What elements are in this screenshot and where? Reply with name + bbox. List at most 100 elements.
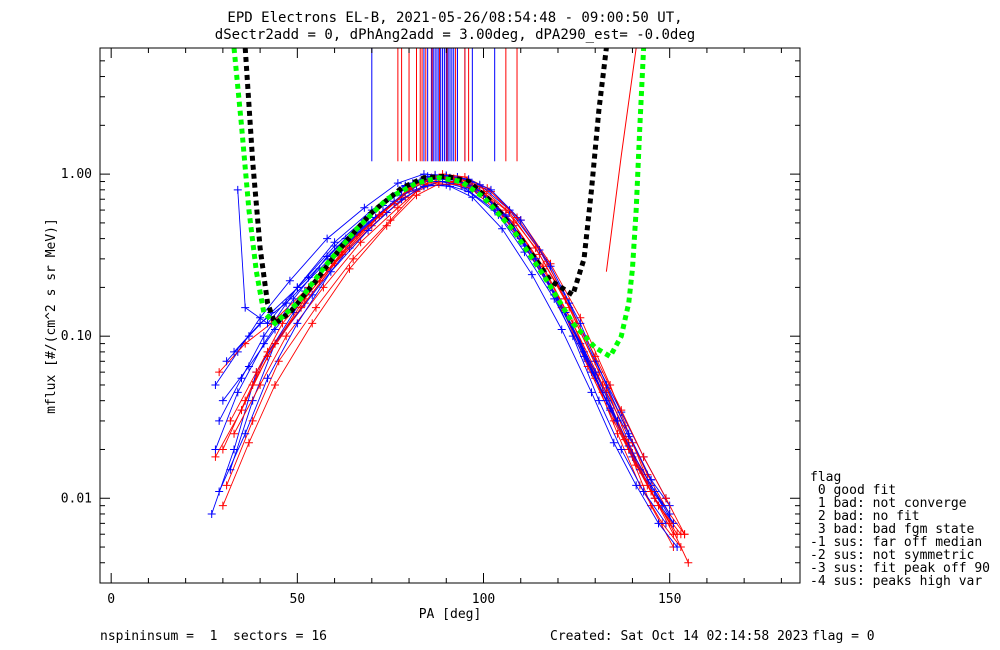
series-marker bbox=[382, 221, 391, 230]
series-marker bbox=[393, 179, 402, 188]
series-marker bbox=[263, 374, 272, 383]
x-tick-label: 150 bbox=[658, 592, 681, 607]
series-marker bbox=[665, 509, 674, 518]
series-marker bbox=[684, 558, 693, 567]
series-marker bbox=[215, 487, 224, 496]
series-marker bbox=[211, 452, 220, 461]
series-marker bbox=[226, 416, 235, 425]
legend-item: 3 bad: bad fgm state bbox=[810, 522, 975, 537]
series-marker bbox=[434, 179, 443, 188]
series-marker bbox=[211, 380, 220, 389]
series-line bbox=[233, 176, 678, 535]
series-marker bbox=[661, 494, 670, 503]
series-marker bbox=[498, 224, 507, 233]
series-marker bbox=[609, 438, 618, 447]
series-marker bbox=[360, 203, 369, 212]
series-marker bbox=[375, 210, 384, 219]
series-marker bbox=[252, 368, 261, 377]
series-marker bbox=[486, 185, 495, 194]
series-marker bbox=[594, 396, 603, 405]
footer-flag: flag = 0 bbox=[812, 629, 875, 644]
series-marker bbox=[546, 262, 555, 271]
fit-curves-layer bbox=[231, 47, 647, 360]
series-marker bbox=[218, 396, 227, 405]
series-marker bbox=[215, 368, 224, 377]
series-marker bbox=[330, 242, 339, 251]
footer-created: Created: Sat Oct 14 02:14:58 2023 bbox=[550, 629, 808, 644]
series-line bbox=[252, 178, 685, 535]
series-marker bbox=[256, 319, 265, 328]
x-tick-label: 100 bbox=[472, 592, 495, 607]
series-line bbox=[605, 47, 637, 272]
legend-item: 0 good fit bbox=[810, 483, 896, 498]
series-line bbox=[226, 174, 667, 499]
series-marker bbox=[218, 501, 227, 510]
series-marker bbox=[271, 380, 279, 389]
legend-item: -3 sus: fit peak off 90 bbox=[810, 561, 990, 576]
legend-item: -1 sus: far off median bbox=[810, 535, 982, 550]
series-marker bbox=[263, 319, 272, 328]
series-marker bbox=[643, 481, 652, 490]
series-marker bbox=[591, 352, 600, 361]
series-marker bbox=[241, 303, 250, 312]
y-axis-label: mflux [#/(cm^2 s sr MeV)] bbox=[44, 218, 59, 414]
series-marker bbox=[639, 487, 648, 496]
series-marker bbox=[308, 319, 317, 328]
series-marker bbox=[617, 445, 626, 454]
legend-title: flag bbox=[810, 470, 841, 485]
series-marker bbox=[364, 226, 373, 235]
series-marker bbox=[248, 380, 257, 389]
series-line bbox=[222, 183, 689, 563]
series-marker bbox=[207, 509, 216, 518]
series-marker bbox=[218, 445, 227, 454]
series-marker bbox=[308, 290, 317, 299]
series-marker bbox=[256, 380, 265, 389]
series-marker bbox=[639, 452, 648, 461]
series-marker bbox=[412, 191, 421, 200]
x-tick-label: 0 bbox=[107, 592, 115, 607]
series-marker bbox=[237, 406, 246, 415]
series-marker bbox=[527, 270, 536, 279]
series-marker bbox=[222, 357, 231, 366]
series-marker bbox=[501, 206, 510, 215]
series-marker bbox=[613, 416, 622, 425]
series-marker bbox=[673, 543, 682, 552]
series-marker bbox=[271, 339, 279, 348]
axes-layer: 0 50 100 150 0.01 0.10 1.00 bbox=[61, 47, 800, 607]
series-marker bbox=[390, 197, 399, 206]
series-line bbox=[226, 181, 674, 548]
legend-item: 1 bad: not converge bbox=[810, 496, 967, 511]
series-marker bbox=[323, 234, 332, 243]
chart-title-line2: dSectr2add = 0, dPhAng2add = 3.00deg, dP… bbox=[215, 27, 695, 43]
series-marker bbox=[516, 216, 525, 225]
footer-nspininsum: nspininsum = 1 sectors = 16 bbox=[100, 629, 327, 644]
x-tick-label: 50 bbox=[290, 592, 306, 607]
series-marker bbox=[241, 429, 250, 438]
series-line bbox=[218, 175, 674, 524]
legend-item: -4 sus: peaks high var bbox=[810, 574, 982, 589]
series-marker bbox=[215, 416, 224, 425]
series-marker bbox=[230, 445, 239, 454]
series-marker bbox=[211, 445, 220, 454]
series-marker bbox=[230, 347, 239, 356]
legend-item: 2 bad: no fit bbox=[810, 509, 920, 524]
series-marker bbox=[617, 406, 626, 415]
legend-item: -2 sus: not symmetric bbox=[810, 548, 974, 563]
series-marker bbox=[233, 388, 242, 397]
series-marker bbox=[591, 368, 600, 377]
series-marker bbox=[531, 244, 540, 253]
series-marker bbox=[393, 203, 402, 212]
series-marker bbox=[259, 332, 268, 341]
x-axis-label: PA [deg] bbox=[419, 607, 482, 622]
series-line bbox=[218, 175, 685, 535]
series-line bbox=[222, 178, 663, 506]
series-marker bbox=[248, 416, 257, 425]
series-marker bbox=[624, 429, 633, 438]
series-marker bbox=[624, 442, 633, 451]
series-marker bbox=[259, 339, 268, 348]
series-marker bbox=[561, 294, 570, 303]
series-marker bbox=[278, 319, 287, 328]
series-marker bbox=[680, 530, 689, 539]
series-marker bbox=[233, 185, 242, 194]
